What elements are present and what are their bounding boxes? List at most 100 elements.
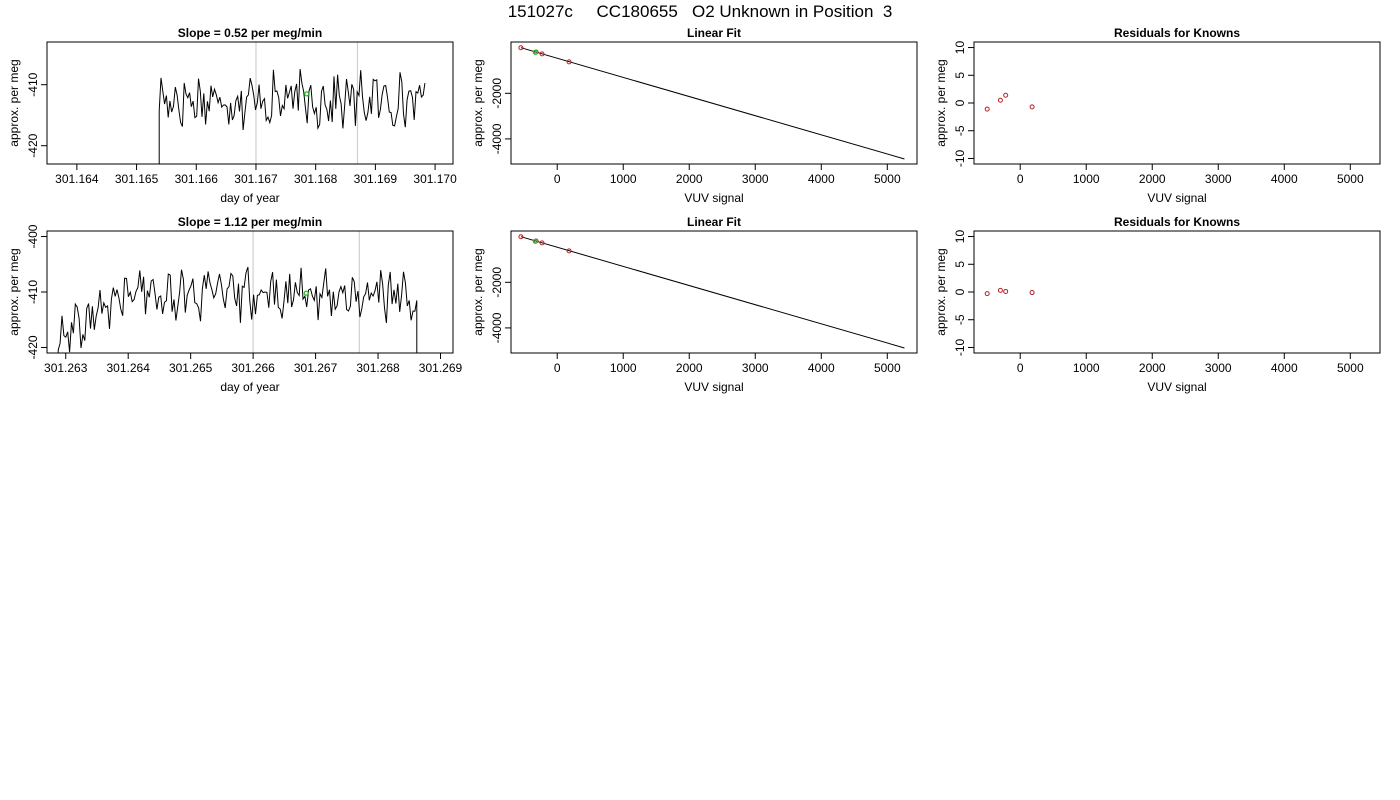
- y-tick-label: -2000: [490, 78, 504, 109]
- y-tick-label: -10: [953, 149, 967, 167]
- y-tick-label: 5: [953, 72, 967, 79]
- x-tick-label: 0: [554, 361, 561, 375]
- x-axis-label: VUV signal: [1147, 380, 1206, 394]
- data-trace: [57, 266, 418, 353]
- x-tick-label: 301.168: [294, 172, 338, 186]
- x-tick-label: 301.269: [419, 361, 463, 375]
- x-tick-label: 5000: [874, 361, 901, 375]
- unknown-point: [304, 91, 310, 97]
- x-tick-label: 2000: [1139, 361, 1166, 375]
- plot-area: [518, 234, 905, 349]
- x-tick-label: 1000: [610, 172, 637, 186]
- chart-panel-4: Slope = 1.12 per meg/min 301.263 301.264 30…: [7, 215, 463, 394]
- x-tick-label: 2000: [676, 361, 703, 375]
- plot-area: [984, 92, 1035, 112]
- x-tick-label: 2000: [1139, 172, 1166, 186]
- chart-title: Linear Fit: [687, 215, 741, 229]
- y-tick-label: -5: [953, 314, 967, 325]
- known-point: [997, 287, 1003, 293]
- y-tick-label: 0: [953, 99, 967, 106]
- known-point: [1003, 288, 1009, 294]
- y-tick-label: -420: [26, 133, 40, 157]
- y-tick-label: -420: [26, 335, 40, 359]
- x-tick-label: 301.267: [294, 361, 338, 375]
- plot-area: [158, 42, 426, 164]
- x-tick-label: 301.264: [107, 361, 151, 375]
- y-tick-label: -400: [26, 224, 40, 248]
- x-tick-label: 3000: [742, 361, 769, 375]
- y-tick-label: 0: [953, 288, 967, 295]
- x-tick-label: 4000: [808, 172, 835, 186]
- x-tick-label: 301.166: [175, 172, 219, 186]
- chart-title: Slope = 1.12 per meg/min: [178, 215, 322, 229]
- known-point: [1029, 104, 1035, 110]
- y-tick-label: -410: [26, 72, 40, 96]
- chart-panel-6: Residuals for Knowns 0 1000 2000 3000 4000 500…: [934, 215, 1381, 394]
- y-axis-label: approx. per meg: [7, 248, 21, 335]
- chart-title: Slope = 0.52 per meg/min: [178, 26, 322, 40]
- x-tick-label: 3000: [1205, 361, 1232, 375]
- x-tick-label: 1000: [1073, 361, 1100, 375]
- chart-title: Residuals for Knowns: [1114, 26, 1240, 40]
- known-point: [1029, 290, 1035, 296]
- known-point: [539, 240, 545, 246]
- data-trace: [158, 69, 426, 164]
- x-axis-label: VUV signal: [684, 380, 743, 394]
- known-point: [566, 248, 572, 254]
- known-point: [984, 291, 990, 297]
- plot-frame: [973, 41, 1381, 165]
- plot-frame: [973, 230, 1381, 354]
- x-tick-label: 3000: [1205, 172, 1232, 186]
- known-point: [518, 234, 524, 240]
- x-tick-label: 4000: [808, 361, 835, 375]
- y-tick-label: -5: [953, 125, 967, 136]
- x-tick-label: 301.170: [413, 172, 457, 186]
- plot-frame: [510, 230, 918, 354]
- x-tick-label: 4000: [1271, 361, 1298, 375]
- y-tick-label: 10: [953, 230, 967, 244]
- x-tick-label: 4000: [1271, 172, 1298, 186]
- known-point: [539, 51, 545, 57]
- plot-area: [984, 287, 1035, 297]
- y-tick-label: -4000: [490, 312, 504, 343]
- x-tick-label: 301.167: [234, 172, 278, 186]
- unknown-point: [532, 238, 539, 244]
- page-title: 151027c CC180655 O2 Unknown in Position …: [507, 2, 893, 21]
- x-axis-label: day of year: [220, 380, 279, 394]
- x-tick-label: 301.169: [354, 172, 398, 186]
- x-axis-label: VUV signal: [684, 191, 743, 205]
- x-tick-label: 0: [1017, 172, 1024, 186]
- x-tick-label: 301.165: [115, 172, 159, 186]
- x-tick-label: 1000: [1073, 172, 1100, 186]
- known-point: [566, 59, 572, 65]
- y-axis-label: approx. per meg: [934, 59, 948, 146]
- x-tick-label: 3000: [742, 172, 769, 186]
- x-tick-label: 0: [554, 172, 561, 186]
- x-tick-label: 301.266: [231, 361, 275, 375]
- chart-panel-5: Linear Fit 0 1000 2000 3000 4000 5000 -2000 -400…: [471, 215, 918, 394]
- chart-title: Linear Fit: [687, 26, 741, 40]
- known-point: [1003, 92, 1009, 98]
- x-tick-label: 301.263: [44, 361, 88, 375]
- plot-area: [57, 231, 418, 353]
- known-point: [518, 45, 524, 51]
- y-tick-label: -10: [953, 338, 967, 356]
- x-axis-label: VUV signal: [1147, 191, 1206, 205]
- fit-line: [520, 236, 905, 349]
- x-tick-label: 0: [1017, 361, 1024, 375]
- plot-frame: [46, 230, 454, 354]
- fit-line: [520, 47, 905, 160]
- x-tick-label: 2000: [676, 172, 703, 186]
- chart-panel-2: Linear Fit 0 1000 2000 3000 4000 5000 -2000 -400…: [471, 26, 918, 205]
- y-axis-label: approx. per meg: [7, 59, 21, 146]
- chart-panel-1: Slope = 0.52 per meg/min 301.164 301.165 30…: [7, 26, 457, 205]
- x-tick-label: 301.265: [169, 361, 213, 375]
- y-tick-label: -2000: [490, 267, 504, 298]
- x-tick-label: 301.268: [356, 361, 400, 375]
- chart-panel-3: Residuals for Knowns 0 1000 2000 3000 4000 500…: [934, 26, 1381, 205]
- unknown-point: [532, 49, 539, 55]
- plot-frame: [46, 41, 454, 165]
- plot-frame: [510, 41, 918, 165]
- x-tick-label: 1000: [610, 361, 637, 375]
